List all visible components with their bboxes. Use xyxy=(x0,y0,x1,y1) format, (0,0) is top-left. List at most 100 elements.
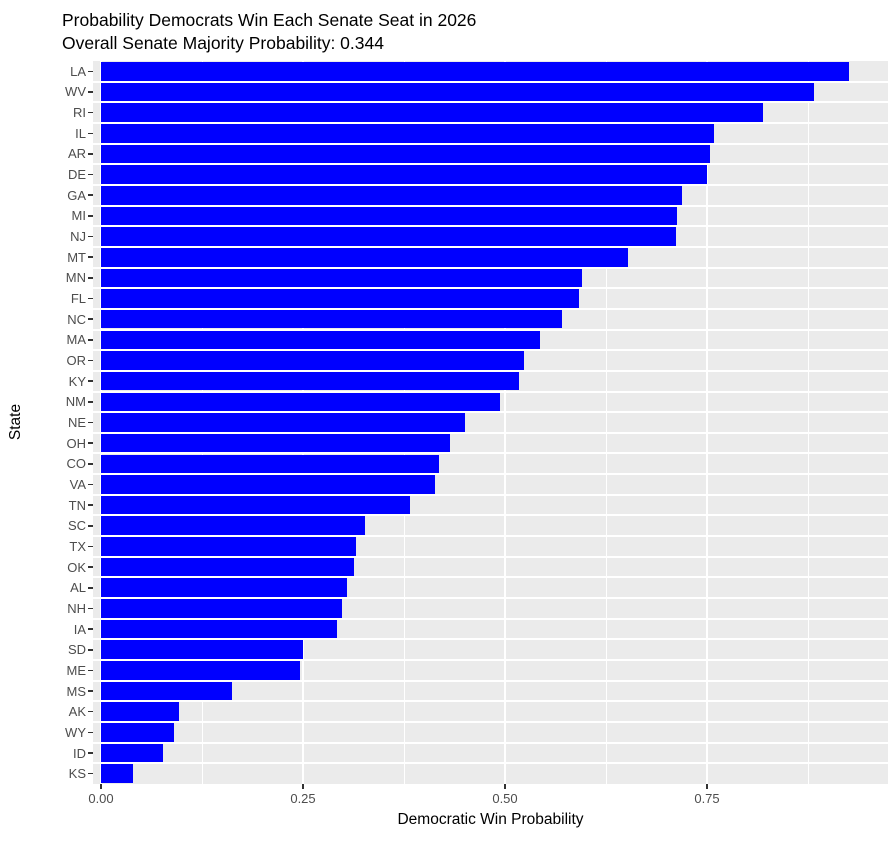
y-tick-mark xyxy=(88,235,93,238)
row-separator xyxy=(93,390,888,393)
bar-IA xyxy=(101,619,337,639)
row-separator xyxy=(93,762,888,765)
bar-ID xyxy=(101,743,164,763)
y-tick-label: AR xyxy=(67,146,86,162)
row-separator xyxy=(93,349,888,352)
bar-AK xyxy=(101,702,180,721)
y-tick-label: KS xyxy=(68,766,86,782)
bar-WV xyxy=(101,82,815,102)
x-tick-mark xyxy=(302,784,304,789)
bar-AR xyxy=(101,144,711,164)
bar-NM xyxy=(101,392,501,412)
row-separator xyxy=(93,659,888,662)
x-tick-label: 0.25 xyxy=(290,791,316,806)
bar-FL xyxy=(101,289,580,308)
y-tick-mark xyxy=(88,648,93,651)
row-separator xyxy=(93,597,888,600)
bar-NH xyxy=(101,599,342,618)
bar-LA xyxy=(101,62,850,81)
y-tick-label: DE xyxy=(67,167,86,183)
bar-MS xyxy=(101,681,232,701)
x-axis-title: Democratic Win Probability xyxy=(397,811,584,828)
row-separator xyxy=(93,555,888,558)
y-tick-label: SD xyxy=(67,642,86,658)
y-tick-label: NE xyxy=(67,415,86,430)
y-tick-mark xyxy=(88,318,93,320)
row-separator xyxy=(93,163,888,166)
y-tick-label: TN xyxy=(68,497,86,513)
row-separator xyxy=(93,369,888,372)
row-separator xyxy=(93,266,888,269)
y-tick-mark xyxy=(88,463,93,465)
row-separator xyxy=(93,576,888,579)
y-tick-label: MS xyxy=(66,683,87,699)
y-tick-label: MA xyxy=(66,332,87,348)
y-tick-label: ID xyxy=(73,745,86,761)
row-separator xyxy=(93,411,888,414)
y-tick-label: SC xyxy=(67,518,86,534)
x-tick-mark xyxy=(706,784,708,789)
y-tick-label: TX xyxy=(69,538,86,554)
y-tick-mark xyxy=(88,504,93,506)
y-tick-label: KY xyxy=(68,373,86,389)
y-tick-label: FL xyxy=(70,291,86,307)
row-separator xyxy=(93,514,888,517)
y-tick-mark xyxy=(88,442,93,444)
y-tick-label: OH xyxy=(66,435,87,451)
y-tick-label: MN xyxy=(65,270,86,286)
row-separator xyxy=(93,473,888,476)
x-tick-label: 0.75 xyxy=(694,791,720,806)
y-tick-mark xyxy=(88,380,93,382)
y-tick-mark xyxy=(88,752,93,754)
y-tick-mark xyxy=(88,710,93,713)
row-separator xyxy=(93,721,888,724)
y-tick-label: NM xyxy=(65,394,86,410)
y-tick-label: IA xyxy=(73,621,86,637)
bar-TX xyxy=(101,537,357,556)
bar-NE xyxy=(101,413,465,432)
minor-gridline xyxy=(605,61,607,784)
row-separator xyxy=(93,452,888,455)
row-separator xyxy=(93,80,888,83)
row-separator xyxy=(93,535,888,538)
y-tick-mark xyxy=(88,566,93,568)
y-tick-label: AK xyxy=(68,704,86,720)
y-tick-mark xyxy=(88,70,93,73)
row-separator xyxy=(93,225,888,228)
chart-subtitle: Overall Senate Majority Probability: 0.3… xyxy=(62,33,384,53)
y-tick-mark xyxy=(88,91,93,93)
y-tick-mark xyxy=(88,524,93,527)
x-tick-label: 0.00 xyxy=(88,791,114,806)
y-tick-mark xyxy=(88,421,93,424)
bar-IL xyxy=(101,124,715,143)
row-separator xyxy=(93,121,888,124)
y-tick-mark xyxy=(88,215,93,217)
y-tick-mark xyxy=(88,111,93,114)
bar-OK xyxy=(101,557,354,577)
y-tick-label: WY xyxy=(65,724,86,740)
y-tick-label: AL xyxy=(70,580,86,596)
row-separator xyxy=(93,101,888,104)
bar-NJ xyxy=(101,227,677,246)
y-tick-mark xyxy=(88,173,93,176)
y-tick-label: WV xyxy=(65,84,86,100)
y-tick-mark xyxy=(88,401,93,403)
chart-title: Probability Democrats Win Each Senate Se… xyxy=(62,10,477,30)
plot-panel xyxy=(93,61,888,784)
bar-MT xyxy=(101,247,628,267)
bar-OH xyxy=(101,433,451,453)
y-tick-mark xyxy=(88,669,93,672)
y-tick-mark xyxy=(88,153,93,155)
y-tick-mark xyxy=(88,194,93,197)
bar-CO xyxy=(101,454,439,474)
y-tick-mark xyxy=(88,297,93,300)
y-tick-label: OK xyxy=(67,559,86,575)
y-tick-label: NH xyxy=(67,600,86,616)
bar-OR xyxy=(101,351,525,370)
bar-RI xyxy=(101,103,763,122)
y-tick-mark xyxy=(88,545,93,548)
bar-DE xyxy=(101,165,707,184)
bar-GA xyxy=(101,185,682,205)
row-separator xyxy=(93,245,888,248)
y-tick-label: NJ xyxy=(70,229,86,245)
